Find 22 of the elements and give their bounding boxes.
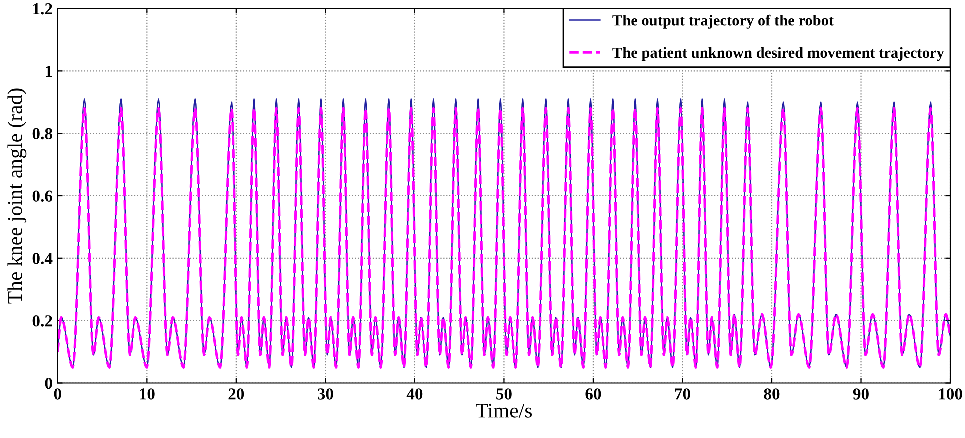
x-tick-label: 80 <box>764 388 780 400</box>
y-tick-label: 0.6 <box>32 190 53 202</box>
x-tick-label: 0 <box>54 388 62 400</box>
y-tick-label: 0.8 <box>32 128 52 140</box>
legend-label: The patient unknown desired movement trajectory <box>612 47 944 62</box>
x-tick-label: 50 <box>496 388 512 400</box>
x-tick-label: 30 <box>318 388 334 400</box>
y-tick-label: 0 <box>45 378 52 390</box>
x-tick-label: 10 <box>140 388 155 400</box>
x-tick-label: 60 <box>586 388 602 400</box>
y-tick-label: 0.4 <box>32 253 53 264</box>
x-axis-title: Time/s <box>476 404 532 418</box>
y-axis-title: The knee joint angle (rad) <box>8 88 27 304</box>
x-tick-label: 70 <box>675 388 690 400</box>
x-tick-label: 100 <box>939 388 962 400</box>
y-tick-label: 1 <box>46 66 52 77</box>
y-tick-label: 1.2 <box>34 4 52 15</box>
x-tick-label: 20 <box>228 388 244 400</box>
x-tick-label: 90 <box>853 388 869 400</box>
legend-label: The output trajectory of the robot <box>612 14 834 29</box>
y-tick-label: 0.2 <box>32 316 52 327</box>
x-tick-label: 40 <box>406 388 423 400</box>
